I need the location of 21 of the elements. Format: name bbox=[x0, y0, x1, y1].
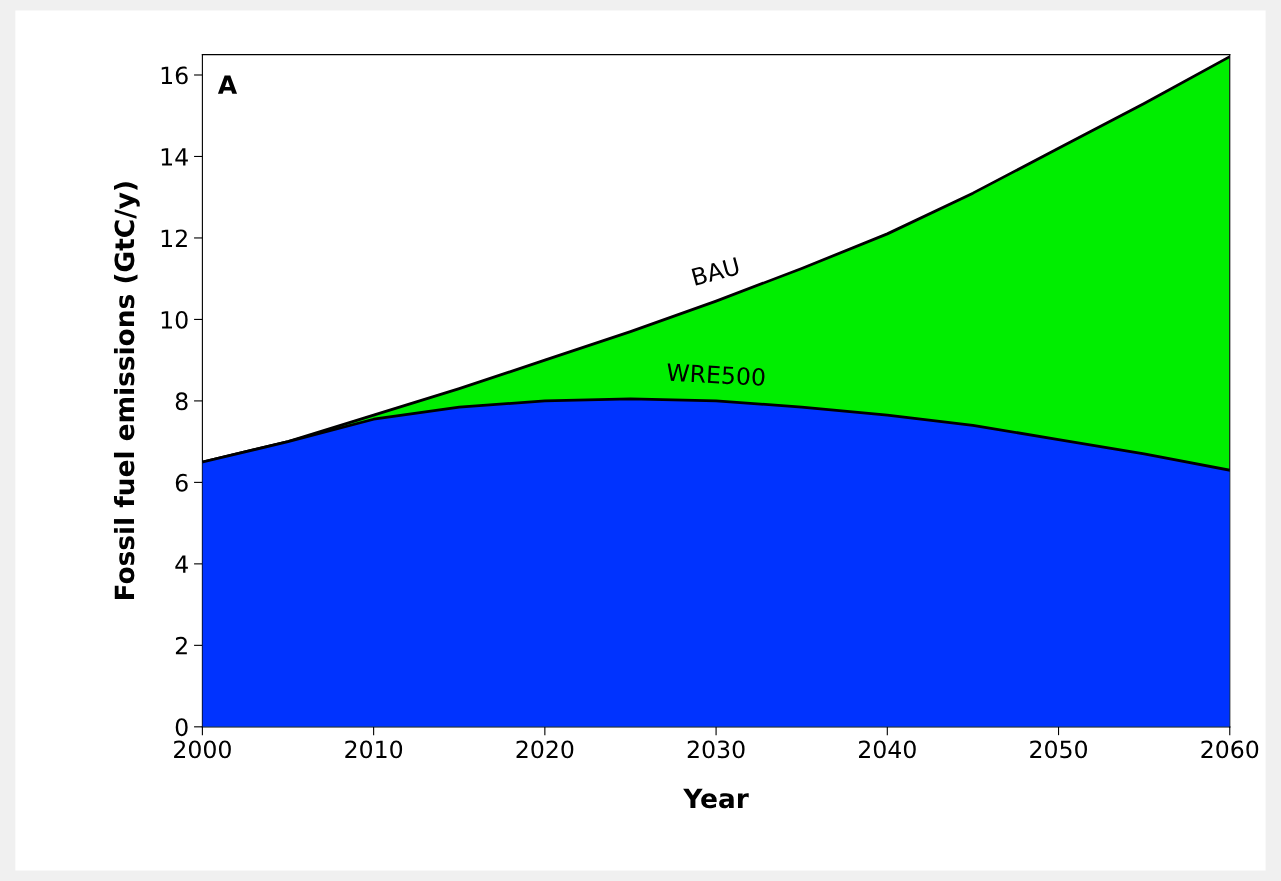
y-tick-label: 2 bbox=[175, 636, 187, 655]
x-tick-label: 2020 bbox=[516, 740, 574, 759]
x-axis-title: Year bbox=[683, 788, 749, 809]
x-tick-label: 2030 bbox=[687, 740, 745, 759]
y-tick-label: 4 bbox=[175, 555, 188, 573]
text: BAU bbox=[691, 257, 740, 286]
x-tick-label: 2060 bbox=[1201, 740, 1259, 759]
y-axis-title: Fossil fuel emissions (GtC/y) bbox=[113, 182, 140, 600]
y-tick-label: 14 bbox=[161, 148, 188, 166]
x-tick-label: 2010 bbox=[345, 740, 403, 759]
y-tick-label: 12 bbox=[161, 229, 187, 247]
annotation: A bbox=[217, 75, 238, 94]
y-tick-label: 10 bbox=[161, 310, 188, 329]
series-label: WRE500 bbox=[666, 363, 765, 387]
y-tick-label: 16 bbox=[161, 66, 188, 85]
x-tick-label: 2050 bbox=[1030, 740, 1088, 759]
x-tick-label: 2040 bbox=[858, 740, 916, 759]
y-tick-label: 8 bbox=[175, 392, 188, 411]
y-tick-label: 0 bbox=[175, 718, 188, 737]
y-tick-label: 6 bbox=[175, 473, 188, 492]
x-tick-label: 2000 bbox=[174, 740, 231, 759]
